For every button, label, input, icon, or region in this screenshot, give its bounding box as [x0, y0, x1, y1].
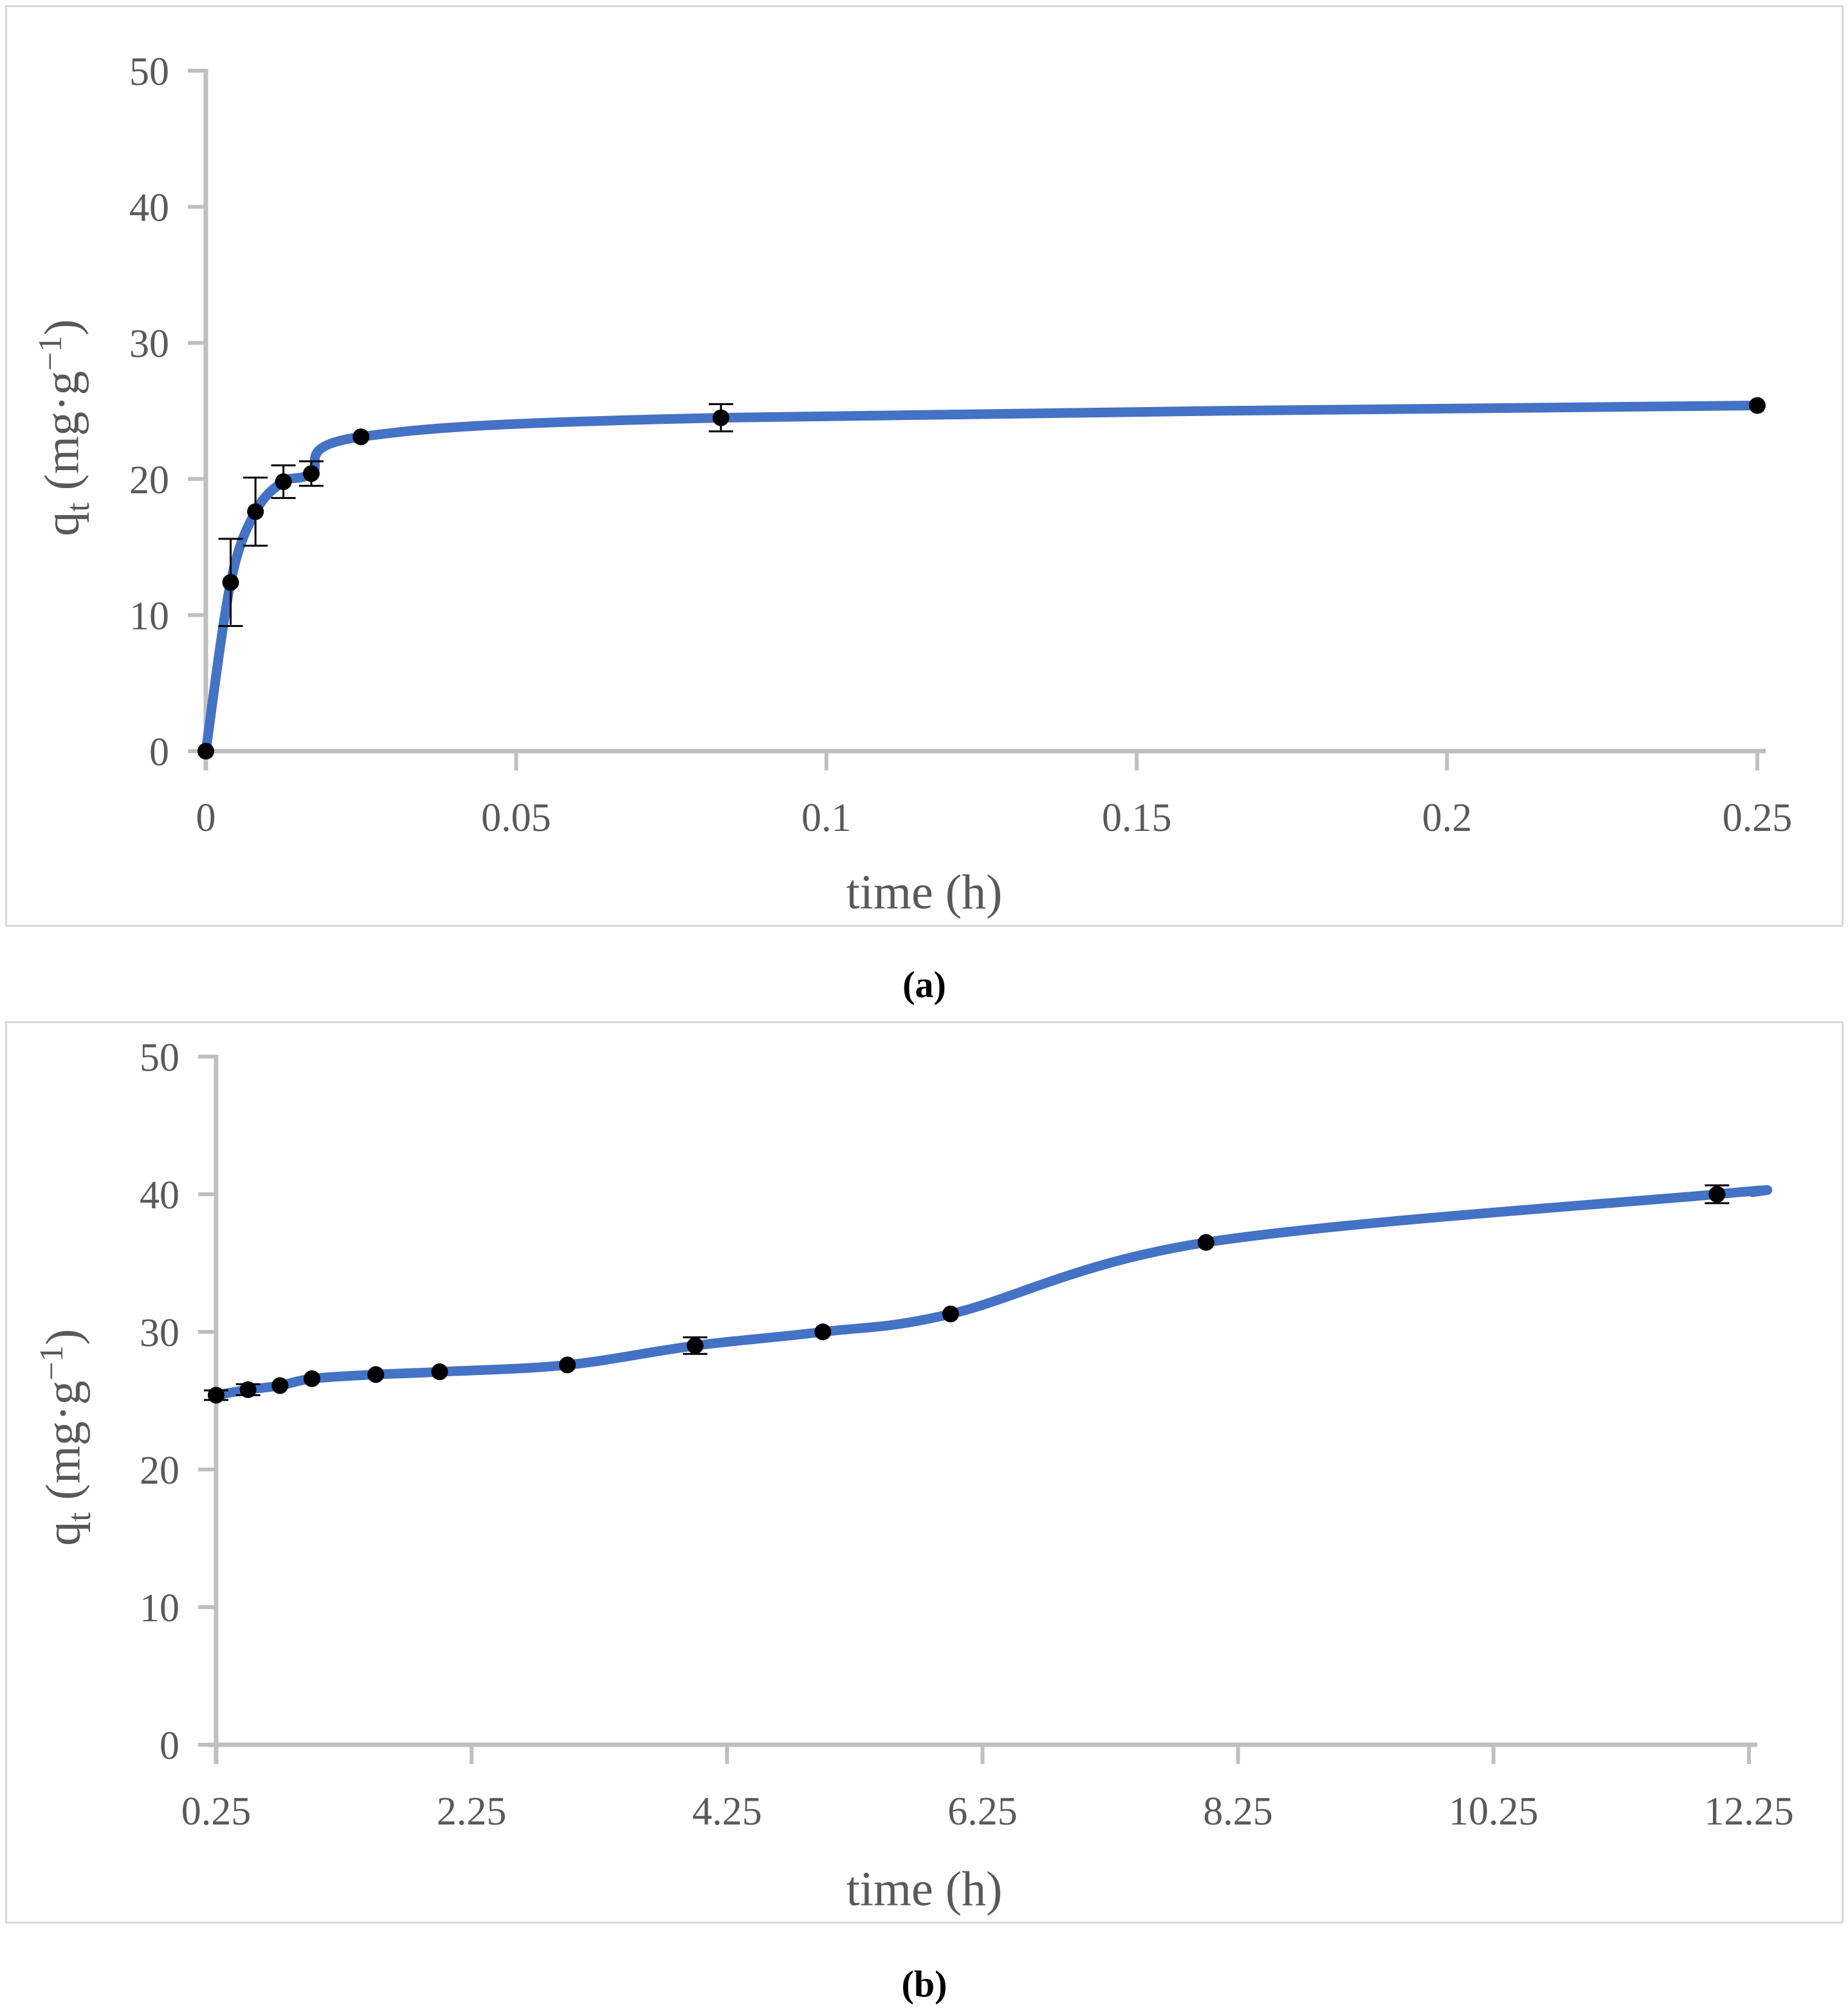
x-tick-label-b: 2.25 [437, 1790, 507, 1834]
data-point-a [247, 503, 264, 520]
data-point-a [197, 743, 214, 760]
y-title-close: ) [35, 319, 89, 336]
data-point-b [1198, 1233, 1215, 1251]
y-tick-label-a: 20 [129, 459, 169, 502]
y-tick-label-a: 50 [129, 50, 169, 94]
x-tick-label-a: 0.25 [1723, 796, 1793, 840]
y-tick-label-a: 40 [129, 187, 169, 230]
subfigure-caption-b: (b) [901, 1963, 947, 2005]
y-title-superscript: −1 [33, 1345, 71, 1381]
y-axis-title-a: qt (mg·g−1) [32, 319, 97, 536]
data-point-b [559, 1356, 576, 1374]
y-title-unit: (mg·g [35, 370, 89, 503]
data-point-b [303, 1370, 320, 1387]
x-tick-label-b: 0.25 [181, 1790, 252, 1834]
data-point-a [303, 465, 320, 482]
y-tick-label-b: 10 [140, 1587, 179, 1630]
x-tick-label-a: 0.1 [801, 796, 852, 840]
data-point-b [814, 1324, 832, 1340]
x-tick-label-a: 0.15 [1102, 796, 1172, 840]
data-point-b [1708, 1186, 1726, 1203]
y-title-subscript: t [60, 1512, 98, 1522]
x-tick-label-b: 6.25 [947, 1790, 1018, 1834]
x-tick-label-b: 4.25 [692, 1790, 762, 1834]
x-axis-title-b: time (h) [846, 1862, 1003, 1916]
y-axis-title-b: qt (mg·g−1) [33, 1329, 98, 1545]
data-point-b [431, 1363, 448, 1381]
y-tick-label-a: 0 [149, 731, 169, 774]
data-point-a [712, 409, 729, 426]
x-tick-label-a: 0.05 [481, 796, 551, 840]
y-title-symbol: q [36, 1521, 91, 1546]
y-tick-label-a: 30 [129, 322, 169, 366]
data-point-b [942, 1306, 959, 1323]
data-point-a [1749, 397, 1766, 414]
chart-panel-b [5, 1021, 1843, 1924]
data-point-b [208, 1387, 224, 1404]
y-title-unit: (mg·g [36, 1380, 91, 1513]
x-tick-label-a: 0.2 [1422, 796, 1472, 840]
data-point-b [239, 1381, 257, 1398]
y-title-close: ) [36, 1329, 91, 1345]
y-tick-label-b: 50 [140, 1036, 179, 1080]
y-tick-label-b: 40 [140, 1174, 179, 1217]
y-tick-label-b: 30 [140, 1311, 179, 1355]
y-title-superscript: −1 [32, 335, 69, 371]
y-tick-label-a: 10 [129, 594, 169, 638]
data-point-b [271, 1377, 289, 1394]
x-tick-label-b: 10.25 [1449, 1790, 1539, 1834]
data-point-a [352, 428, 370, 446]
data-point-b [686, 1337, 704, 1354]
x-tick-label-a: 0 [196, 796, 216, 840]
data-point-b [367, 1366, 385, 1383]
y-title-symbol: q [35, 511, 89, 536]
y-title-subscript: t [59, 502, 96, 512]
y-tick-label-b: 0 [160, 1724, 179, 1768]
subfigure-caption-a: (a) [902, 963, 946, 1006]
data-point-a [275, 473, 292, 491]
series-curve-b [211, 1185, 1773, 1400]
x-tick-label-b: 12.25 [1704, 1790, 1794, 1834]
x-axis-title-a: time (h) [846, 865, 1003, 920]
x-tick-label-b: 8.25 [1203, 1790, 1273, 1834]
y-tick-label-b: 20 [140, 1449, 179, 1493]
series-curve-a [201, 401, 1762, 756]
data-point-a [222, 574, 239, 591]
